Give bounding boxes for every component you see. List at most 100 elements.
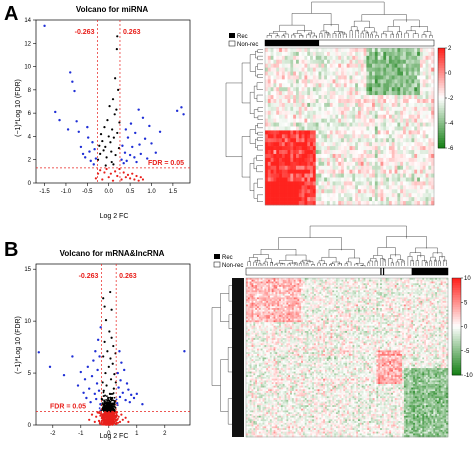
- heatmap-cell: [374, 161, 378, 167]
- heatmap-cell: [343, 71, 347, 76]
- heatmap-cell: [363, 91, 367, 96]
- heatmap-cell: [366, 55, 370, 61]
- heatmap-cell: [387, 290, 390, 293]
- heatmap-cell: [345, 279, 348, 282]
- heatmap-cell: [400, 99, 404, 104]
- heatmap-cell: [279, 118, 283, 123]
- heatmap-cell: [298, 55, 302, 61]
- heatmap-cell: [405, 288, 408, 291]
- heatmap-cell: [310, 165, 314, 170]
- heatmap-cell: [341, 48, 345, 53]
- heatmap-cell: [293, 75, 297, 80]
- heatmap-cell: [394, 281, 397, 284]
- heatmap-cell: [444, 281, 447, 284]
- heatmap-cell: [287, 91, 291, 96]
- heatmap-cell: [273, 106, 277, 112]
- heatmap-cell: [440, 286, 443, 289]
- heatmap-cell: [419, 185, 424, 190]
- heatmap-cell: [268, 288, 271, 291]
- heatmap-cell: [400, 185, 404, 190]
- heatmap-cell: [279, 177, 283, 182]
- heatmap-cell: [376, 295, 379, 298]
- heatmap-cell: [417, 189, 421, 194]
- heatmap-cell: [377, 79, 381, 84]
- heatmap-cell: [308, 285, 311, 288]
- heatmap-cell: [357, 67, 362, 72]
- heatmap-cell: [341, 114, 345, 119]
- heatmap-cell: [383, 193, 387, 198]
- heatmap-cell: [403, 71, 407, 76]
- heatmap-cell: [267, 157, 271, 163]
- heatmap-cell: [286, 286, 289, 289]
- heatmap-cell: [332, 59, 336, 64]
- heatmap-cell: [304, 118, 308, 123]
- data-point-de: [66, 128, 70, 131]
- heatmap-cell: [369, 138, 373, 143]
- heatmap-cell: [310, 130, 314, 135]
- data-point-de: [123, 151, 127, 154]
- heatmap-cell: [377, 169, 381, 174]
- heatmap-cell: [307, 138, 311, 143]
- heatmap-cell: [321, 288, 324, 291]
- heatmap-cell: [273, 83, 277, 88]
- heatmap-cell: [338, 79, 342, 84]
- heatmap-cell: [257, 285, 260, 288]
- heatmap-cell: [335, 79, 339, 84]
- heatmap-cell: [369, 201, 373, 206]
- heatmap-cell: [383, 286, 386, 289]
- heatmap-cell: [307, 83, 311, 88]
- heatmap-cell: [366, 106, 370, 112]
- heatmap-cell: [377, 114, 381, 119]
- heatmap-cell: [293, 83, 297, 88]
- heatmap-cell: [408, 142, 412, 147]
- heatmap-cell: [267, 146, 271, 151]
- heatmap-cell: [374, 146, 378, 151]
- heatmap-cell: [324, 281, 328, 284]
- heatmap-cell: [420, 278, 423, 281]
- heatmap-cell: [428, 102, 432, 108]
- heatmap-cell: [388, 173, 393, 178]
- y-tick-label: 0: [28, 423, 32, 429]
- heatmap-cell: [419, 63, 424, 68]
- heatmap-cell: [284, 142, 288, 147]
- data-point-de: [120, 158, 123, 161]
- heatmap-cell: [307, 181, 311, 186]
- heatmap-cell: [301, 279, 304, 282]
- heatmap-cell: [403, 48, 407, 53]
- heatmap-cell: [403, 286, 407, 289]
- heatmap-cell: [335, 173, 339, 178]
- heatmap-cell: [324, 87, 328, 92]
- heatmap-cell: [372, 48, 376, 53]
- heatmap-cell: [357, 110, 362, 116]
- heatmap-cell: [332, 146, 336, 151]
- heatmap-cell: [295, 55, 300, 61]
- heatmap-cell: [425, 161, 429, 167]
- heatmap-cell: [372, 283, 375, 286]
- heatmap-cell: [286, 281, 289, 284]
- heatmap-cell: [377, 99, 381, 104]
- heatmap-cell: [290, 292, 293, 295]
- heatmap-cell: [253, 290, 256, 293]
- heatmap-cell: [298, 118, 302, 123]
- heatmap-cell: [388, 197, 393, 202]
- heatmap-cell: [321, 197, 325, 202]
- heatmap-cell: [312, 285, 315, 288]
- heatmap-cell: [377, 181, 381, 186]
- heatmap-cell: [307, 118, 311, 123]
- heatmap-cell: [440, 290, 443, 293]
- group-annotation-rec: [265, 40, 320, 46]
- heatmap-cell: [369, 181, 373, 186]
- heatmap-cell: [366, 130, 370, 135]
- y-tick-label: 10: [24, 319, 31, 325]
- heatmap-cell: [304, 95, 308, 100]
- heatmap-cell: [394, 288, 397, 291]
- heatmap-cell: [246, 290, 249, 293]
- heatmap-cell: [385, 290, 388, 293]
- colorbar-segment: [438, 113, 445, 116]
- heatmap-cell: [326, 63, 331, 68]
- heatmap-cell: [381, 290, 385, 293]
- heatmap-cell: [267, 181, 271, 186]
- data-point-sig: [99, 133, 103, 136]
- heatmap-cell: [276, 87, 280, 92]
- heatmap-cell: [293, 193, 297, 198]
